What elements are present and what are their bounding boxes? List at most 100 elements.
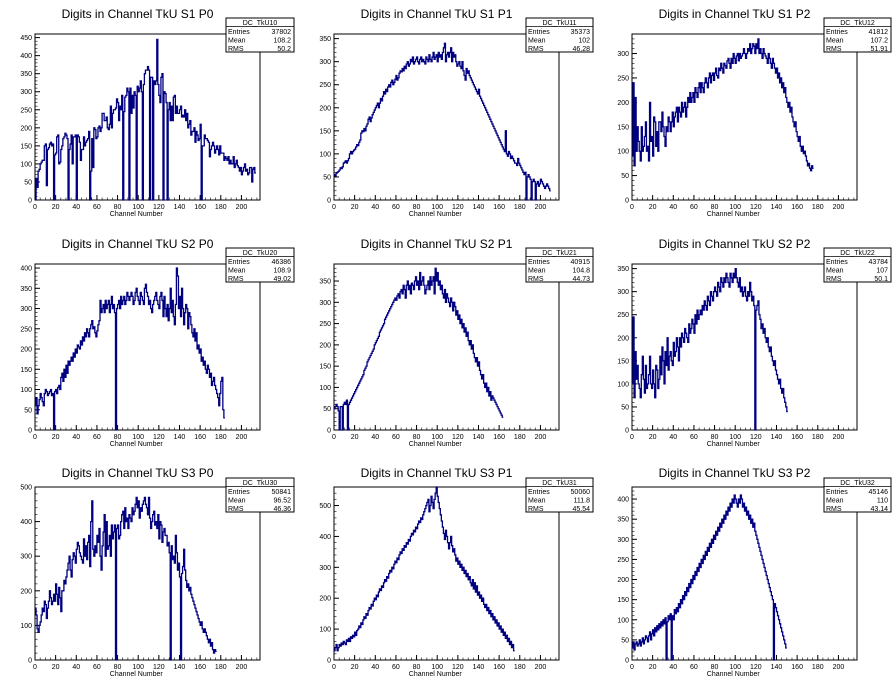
x-tick-label: 20 [52, 434, 60, 441]
y-tick-label: 200 [20, 588, 32, 595]
y-tick-label: 100 [617, 617, 629, 624]
x-tick-label: 80 [114, 664, 122, 671]
stats-value: 43784 [869, 259, 889, 266]
y-tick-label: 200 [319, 105, 331, 112]
histogram-series [35, 267, 225, 431]
x-axis-label: Channel Number [110, 441, 164, 448]
x-tick-label: 160 [194, 434, 206, 441]
x-axis-label: Channel Number [409, 441, 463, 448]
x-axis-label: Channel Number [409, 211, 463, 218]
x-tick-label: 0 [630, 664, 634, 671]
x-tick-label: 20 [52, 204, 60, 211]
x-tick-label: 100 [132, 664, 144, 671]
x-tick-label: 60 [93, 204, 101, 211]
chart-title: Digits in Channel TkU S1 P1 [361, 7, 513, 21]
stats-value: 41812 [869, 29, 889, 36]
stats-value: 46386 [272, 259, 292, 266]
x-tick-label: 0 [332, 204, 336, 211]
stats-value: 102 [578, 38, 590, 45]
x-tick-label: 40 [72, 664, 80, 671]
stats-box [225, 17, 295, 53]
x-tick-label: 200 [236, 434, 248, 441]
x-tick-label: 140 [771, 204, 783, 211]
y-tick-label: 200 [20, 125, 32, 132]
stats-box-title: DC_TkU20 [243, 250, 278, 257]
x-tick-label: 100 [729, 664, 741, 671]
y-tick-label: 50 [323, 174, 331, 181]
plot-frame [631, 486, 858, 661]
stats-box-title: DC_TkU22 [840, 250, 875, 257]
y-tick-label: 150 [20, 367, 32, 374]
x-axis-label: Channel Number [110, 671, 164, 678]
y-tick-label: 150 [617, 124, 629, 131]
x-axis-label: Channel Number [707, 441, 761, 448]
stats-value: 108.2 [273, 38, 291, 45]
stats-value: 107 [876, 268, 888, 275]
x-tick-label: 180 [514, 434, 526, 441]
y-tick-label: 350 [319, 36, 331, 43]
stats-value: 49.02 [273, 276, 291, 283]
y-tick-label: 50 [24, 179, 32, 186]
x-tick-label: 200 [535, 664, 547, 671]
x-tick-label: 160 [194, 204, 206, 211]
x-tick-label: 40 [669, 204, 677, 211]
stats-key: Entries [228, 489, 250, 496]
x-tick-label: 140 [174, 204, 186, 211]
stats-value: 37802 [272, 29, 292, 36]
x-tick-label: 80 [114, 204, 122, 211]
y-tick-label: 500 [319, 503, 331, 510]
stats-key: RMS [528, 506, 544, 513]
stats-key: Entries [528, 259, 550, 266]
x-tick-label: 180 [215, 434, 227, 441]
chart-title: Digits in Channel TkU S2 P0 [62, 237, 214, 251]
histogram-panel: Digits in Channel TkU S1 P00501001502002… [20, 7, 295, 218]
x-tick-label: 180 [215, 204, 227, 211]
y-tick-label: 300 [20, 89, 32, 96]
y-tick-label: 100 [20, 161, 32, 168]
x-tick-label: 180 [812, 204, 824, 211]
y-tick-label: 50 [621, 637, 629, 644]
stats-value: 111.8 [574, 498, 591, 505]
x-tick-label: 60 [392, 664, 400, 671]
stats-value: 35373 [571, 29, 591, 36]
stats-value: 107.2 [870, 38, 888, 45]
x-tick-label: 160 [194, 664, 206, 671]
y-tick-label: 250 [617, 312, 629, 319]
y-tick-label: 250 [20, 326, 32, 333]
x-tick-label: 60 [690, 664, 698, 671]
stats-box-title: DC_TkU11 [542, 20, 576, 27]
x-tick-label: 40 [371, 204, 379, 211]
x-tick-label: 100 [132, 204, 144, 211]
y-tick-label: 0 [28, 198, 32, 205]
y-tick-label: 300 [20, 306, 32, 313]
stats-value: 45.54 [572, 506, 590, 513]
histogram-series [35, 496, 217, 661]
y-tick-label: 300 [617, 51, 629, 58]
x-tick-label: 80 [711, 204, 719, 211]
chart-title: Digits in Channel TkU S3 P1 [361, 466, 513, 480]
histogram-series [632, 267, 788, 431]
stats-box-title: DC_TkU10 [243, 20, 278, 27]
x-tick-label: 40 [371, 434, 379, 441]
x-tick-label: 120 [153, 664, 165, 671]
y-tick-label: 150 [319, 128, 331, 135]
stats-value: 96.52 [273, 498, 291, 505]
histogram-series [632, 494, 787, 661]
y-tick-label: 0 [625, 658, 629, 665]
stats-value: 108.9 [273, 268, 291, 275]
x-tick-label: 200 [535, 434, 547, 441]
x-tick-label: 0 [332, 664, 336, 671]
y-tick-label: 200 [617, 577, 629, 584]
x-tick-label: 20 [649, 204, 657, 211]
plot-frame [631, 33, 858, 201]
x-tick-label: 0 [630, 204, 634, 211]
stats-value: 110 [877, 498, 888, 505]
y-tick-label: 100 [319, 627, 331, 634]
x-tick-label: 120 [750, 434, 762, 441]
y-tick-label: 300 [20, 554, 32, 561]
chart-title: Digits in Channel TkU S2 P1 [361, 237, 513, 251]
stats-value: 50060 [571, 489, 591, 496]
stats-value: 43.14 [870, 506, 888, 513]
stats-key: RMS [228, 276, 244, 283]
